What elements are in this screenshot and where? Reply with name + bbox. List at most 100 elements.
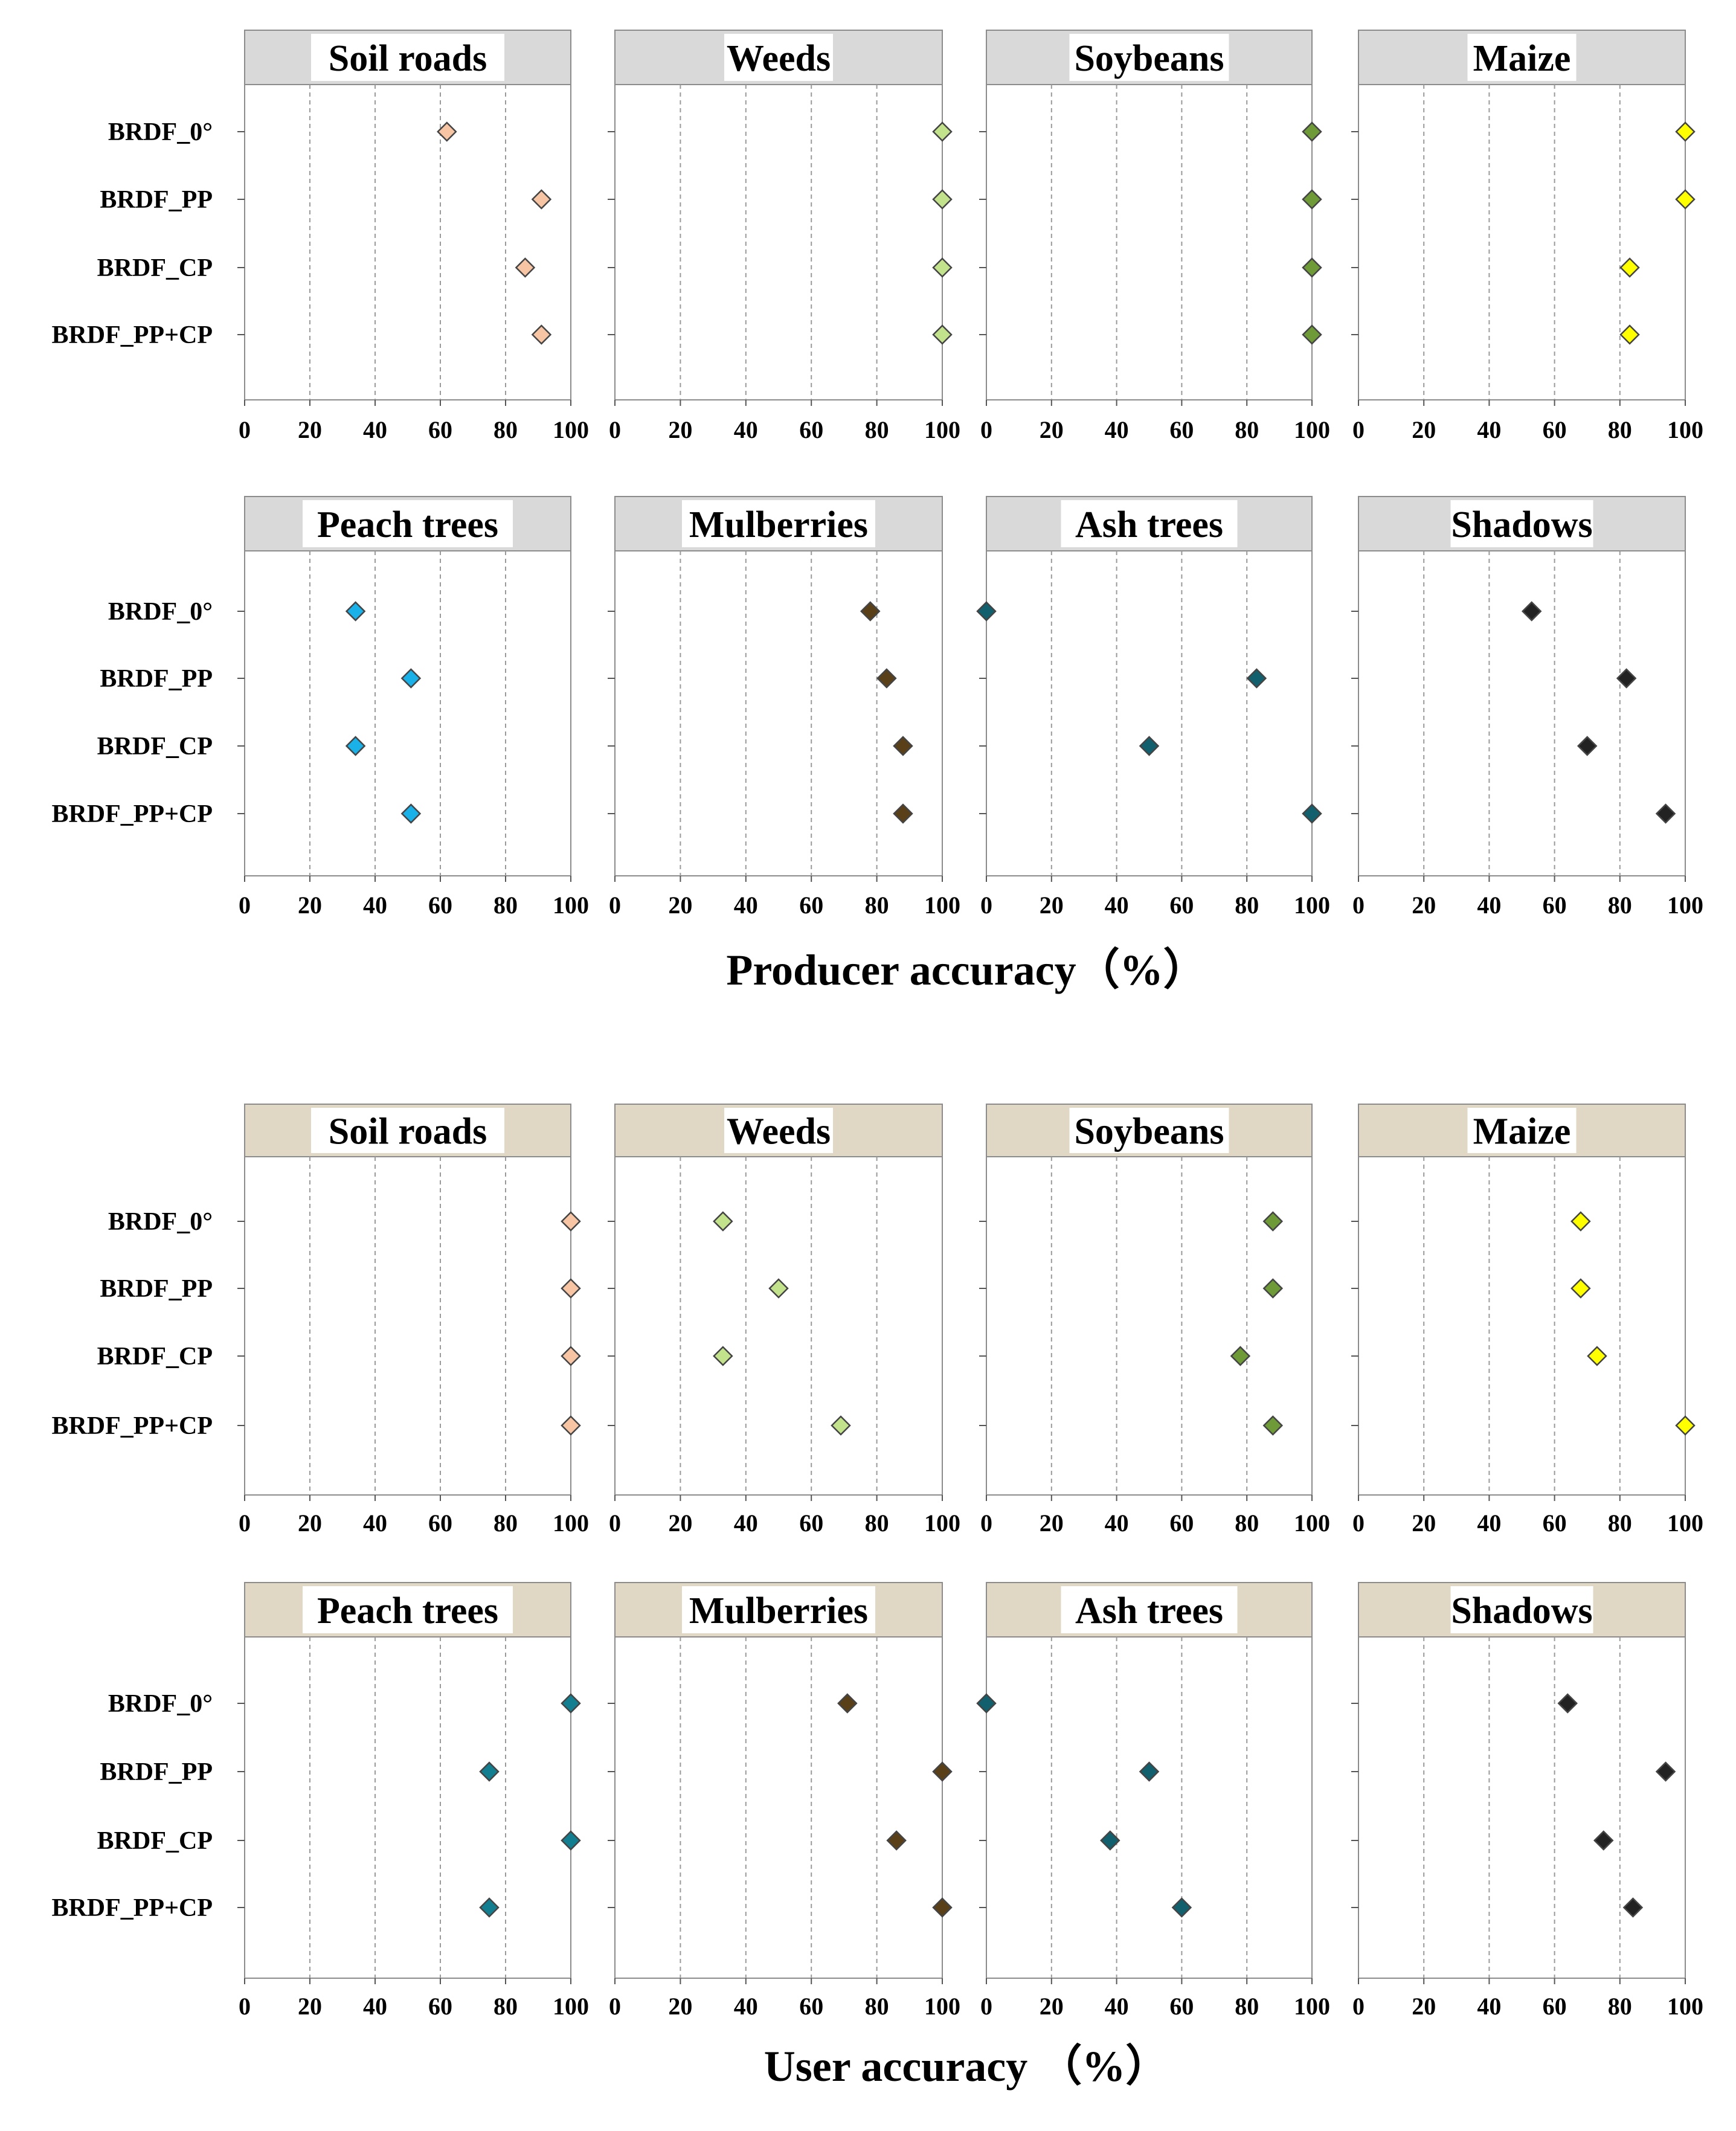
row-label: BRDF_CP	[97, 733, 213, 760]
x-tick-label: 0	[609, 416, 621, 443]
data-point-brdf-pp	[1570, 1278, 1591, 1299]
x-tick-label: 0	[1352, 892, 1365, 919]
x-tick-label: 60	[1169, 416, 1194, 443]
data-point-brdf-pp	[1655, 1761, 1676, 1782]
data-point-brdf-cp	[886, 1830, 907, 1851]
x-tick-label: 100	[553, 892, 589, 919]
data-point-brdf-cp	[1593, 1830, 1614, 1851]
panel-title: Peach trees	[317, 504, 498, 545]
x-tick-label: 40	[734, 892, 758, 919]
plot-area	[986, 1636, 1313, 1979]
x-tick-label: 0	[239, 892, 251, 919]
x-tick-label: 80	[1608, 416, 1632, 443]
panel-title: Mulberries	[689, 504, 868, 545]
x-axis-title: Producer accuracy（%）	[726, 946, 1206, 994]
x-tick-label: 100	[1294, 1993, 1330, 2020]
x-tick-label: 20	[668, 416, 692, 443]
x-tick-label: 40	[734, 1509, 758, 1537]
x-tick-label: 100	[1667, 892, 1703, 919]
panel-title-background	[1061, 500, 1238, 547]
plot-area	[614, 550, 943, 876]
data-point-brdf-pp	[768, 1278, 789, 1299]
x-tick-label: 40	[1477, 1509, 1501, 1537]
x-tick-label: 60	[799, 892, 823, 919]
data-point-brdf-cp	[345, 736, 366, 756]
x-tick-label: 40	[734, 416, 758, 443]
x-tick-label: 100	[1667, 416, 1703, 443]
x-tick-label: 0	[1352, 416, 1365, 443]
panel-title-background	[1450, 1586, 1593, 1633]
panel-title-background	[1061, 1586, 1238, 1633]
x-tick-label: 80	[1235, 892, 1259, 919]
panel-title-background	[682, 1586, 875, 1633]
data-point-brdf-0-	[1557, 1693, 1578, 1714]
x-tick-label: 80	[1235, 416, 1259, 443]
data-point-brdf-cp	[1100, 1830, 1120, 1851]
row-label: BRDF_CP	[97, 254, 213, 282]
panel-title-background	[724, 34, 833, 81]
panel-title: Shadows	[1451, 504, 1592, 545]
plot-area	[1358, 1636, 1686, 1979]
data-point-brdf-0-	[1521, 601, 1542, 622]
row-label: BRDF_PP+CP	[51, 800, 213, 828]
data-point-brdf-cp	[1587, 1346, 1607, 1366]
data-point-brdf-pp-cp	[1302, 324, 1322, 345]
x-tick-label: 20	[1040, 1993, 1064, 2020]
data-point-brdf-0-	[561, 1693, 581, 1714]
data-point-brdf-0-	[345, 601, 366, 622]
panel-title-background	[1467, 34, 1577, 81]
x-tick-label: 0	[609, 1993, 621, 2020]
panel-user-peach-trees: Peach trees 0 20 40 60 80 100	[237, 1582, 589, 2020]
panel-title: Ash trees	[1075, 504, 1223, 545]
data-point-brdf-pp	[400, 668, 422, 689]
panel-title-background	[303, 500, 513, 547]
x-tick-label: 60	[1169, 892, 1194, 919]
data-point-brdf-cp	[561, 1830, 581, 1851]
panel-producer-peach-trees: Peach trees 0 20 40 60 80 100	[237, 496, 589, 919]
x-tick-label: 60	[799, 1993, 823, 2020]
plot-area	[986, 1156, 1313, 1496]
x-tick-label: 0	[980, 1509, 992, 1537]
x-tick-label: 80	[865, 1993, 889, 2020]
x-tick-label: 100	[553, 1993, 589, 2020]
panel-producer-maize: Maize 0 20 40 60 80 100	[1351, 30, 1703, 443]
row-label: BRDF_0°	[108, 118, 213, 146]
data-point-brdf-pp	[1675, 189, 1696, 210]
data-point-brdf-cp	[561, 1346, 581, 1366]
panel-title: Soil roads	[329, 38, 487, 79]
data-point-brdf-pp-cp	[1262, 1415, 1284, 1436]
x-tick-label: 100	[1667, 1509, 1703, 1537]
x-tick-label: 40	[1105, 892, 1129, 919]
data-point-brdf-pp	[932, 189, 953, 210]
panel-producer-soybeans: Soybeans 0 20 40 60 80 100	[979, 30, 1330, 443]
x-tick-label: 0	[609, 1509, 621, 1537]
data-point-brdf-pp-cp	[479, 1897, 500, 1918]
panel-title-background	[1069, 34, 1229, 81]
data-point-brdf-pp-cp	[1622, 1897, 1644, 1918]
data-point-brdf-0-	[1570, 1211, 1591, 1232]
x-tick-label: 100	[553, 416, 589, 443]
x-tick-label: 20	[1412, 1993, 1436, 2020]
x-tick-label: 40	[1477, 416, 1501, 443]
x-tick-label: 100	[1294, 892, 1330, 919]
panel-title: Soybeans	[1074, 38, 1224, 79]
data-point-brdf-pp-cp	[932, 324, 953, 345]
data-point-brdf-0-	[437, 121, 457, 142]
x-tick-label: 20	[668, 892, 692, 919]
data-point-brdf-pp	[1616, 668, 1637, 689]
x-tick-label: 40	[363, 1509, 387, 1537]
data-point-brdf-0-	[860, 601, 881, 622]
x-tick-label: 100	[924, 1993, 960, 2020]
row-label: BRDF_PP	[100, 1275, 213, 1303]
x-tick-label: 80	[865, 416, 889, 443]
data-point-brdf-pp	[531, 189, 552, 210]
plot-area	[986, 550, 1313, 876]
panel-title-background	[303, 1586, 513, 1633]
x-tick-label: 100	[1294, 416, 1330, 443]
panel-user-maize: Maize 0 20 40 60 80 100	[1351, 1104, 1703, 1537]
x-tick-label: 20	[1412, 892, 1436, 919]
panel-title-background	[1450, 500, 1593, 547]
panel-title: Ash trees	[1075, 1590, 1223, 1631]
data-point-brdf-pp	[479, 1761, 500, 1782]
panel-title-background	[311, 34, 504, 81]
